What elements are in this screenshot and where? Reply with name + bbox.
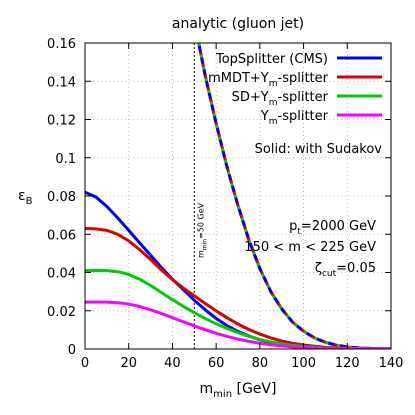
text-part: -splitter — [278, 90, 329, 105]
dashed-curve — [197, 43, 391, 349]
subscript: cut — [322, 269, 337, 279]
text-part: 150 < m < 225 GeV — [244, 240, 376, 255]
subscript: m — [269, 117, 278, 127]
text-part: mMDT+Y — [208, 71, 269, 86]
x-tick-label: 120 — [335, 356, 360, 371]
subscript: t — [297, 227, 301, 237]
y-tick-label: 0.08 — [47, 190, 76, 205]
text-part: SD+Y — [232, 90, 269, 105]
legend-label: Ym-splitter — [260, 109, 329, 127]
x-axis-label-main: m — [200, 381, 214, 397]
y-tick-label: 0.1 — [55, 152, 76, 167]
y-tick-label: 0 — [68, 343, 76, 358]
text-part: -splitter — [278, 71, 329, 86]
y-axis-label: εB — [18, 188, 33, 207]
text-part: -splitter — [278, 109, 329, 124]
annotation: 150 < m < 225 GeV — [244, 240, 376, 255]
dashed-curve — [197, 43, 391, 349]
x-tick-label: 80 — [252, 356, 269, 371]
text-part: Y — [260, 109, 269, 124]
y-tick-label: 0.02 — [47, 305, 76, 320]
y-tick-label: 0.04 — [47, 267, 76, 282]
x-tick-label: 100 — [291, 356, 316, 371]
x-tick-label: 60 — [208, 356, 225, 371]
y-axis-label-main: ε — [18, 188, 26, 204]
legend-note: Solid: with Sudakov — [255, 142, 383, 157]
x-tick-label: 0 — [81, 356, 89, 371]
y-tick-label: 0.14 — [47, 75, 76, 90]
text-part: p — [289, 219, 297, 234]
annotation: ζcut=0.05 — [315, 261, 376, 279]
text-part: =0.05 — [336, 261, 376, 276]
reference-line-label-sub: min — [201, 239, 208, 251]
x-tick-label: 140 — [379, 356, 404, 371]
legend-label: SD+Ym-splitter — [232, 90, 329, 108]
dashed-curve — [197, 43, 391, 349]
annotation: pt=2000 GeV — [289, 219, 376, 237]
solid-curve — [85, 268, 391, 349]
grid — [85, 43, 391, 349]
dashed-curve — [197, 43, 391, 349]
x-axis-label-unit: [GeV] — [232, 381, 276, 397]
text-part: ζ — [315, 261, 322, 276]
reference-line-label: mmin=50 GeV — [196, 202, 208, 258]
reference-line-label-main: m — [196, 250, 205, 258]
y-tick-label: 0.12 — [47, 114, 76, 129]
chart-title: analytic (gluon jet) — [172, 16, 304, 32]
x-tick-labels: 0 20 40 60 80 100 120 140 — [81, 356, 404, 371]
x-axis-label-sub: min — [213, 389, 232, 400]
subscript: m — [269, 79, 278, 89]
y-tick-label: 0.06 — [47, 228, 76, 243]
reference-line-label-tail: =50 GeV — [196, 202, 205, 239]
legend-label: mMDT+Ym-splitter — [208, 71, 329, 89]
y-tick-label: 0.16 — [47, 37, 76, 52]
text-part: TopSplitter (CMS) — [215, 52, 328, 67]
y-tick-labels: 0 0.02 0.04 0.06 0.08 0.1 0.12 0.14 0.16 — [47, 37, 76, 358]
subscript: m — [269, 98, 278, 108]
reference-line-group: mmin=50 GeV — [193, 43, 208, 349]
x-tick-label: 20 — [120, 356, 137, 371]
x-axis-label: mmin [GeV] — [200, 381, 277, 400]
text-part: =2000 GeV — [301, 219, 376, 234]
legend: TopSplitter (CMS)mMDT+Ym-splitterSD+Ym-s… — [208, 52, 382, 127]
legend-label: TopSplitter (CMS) — [215, 52, 328, 67]
y-axis-label-sub: B — [26, 196, 33, 207]
axis-ticks — [84, 42, 392, 350]
annotations: pt=2000 GeV 150 < m < 225 GeV ζcut=0.05 — [244, 219, 376, 279]
x-tick-label: 40 — [164, 356, 181, 371]
dashed-curves — [197, 43, 391, 349]
